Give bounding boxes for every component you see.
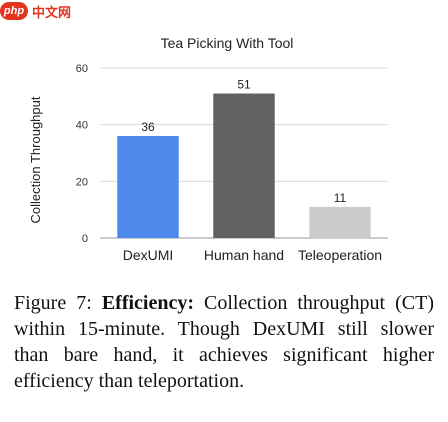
y-tick-label: 60	[76, 63, 88, 75]
x-tick-label: DexUMI	[123, 247, 174, 263]
bar-human-hand	[213, 93, 275, 238]
chart-title: Tea Picking With Tool	[161, 35, 294, 51]
bar-value-label: 51	[237, 78, 251, 92]
php-site-name: 中文网	[32, 5, 72, 21]
y-tick-label: 0	[82, 233, 88, 245]
x-tick-label: Human hand	[204, 247, 284, 263]
bar-value-label: 36	[141, 120, 155, 134]
caption-label: Figure 7:	[14, 292, 92, 314]
bar-chart: Tea Picking With Tool 0 20 40 60 Collection…	[28, 35, 388, 263]
y-axis-label: Collection Throughput	[28, 96, 43, 223]
watermark-logo: php 中文网	[0, 0, 90, 22]
php-logo-badge: php	[0, 2, 28, 20]
x-tick-label: Teleoperation	[298, 247, 382, 263]
bar-dexumi	[117, 136, 179, 238]
y-tick-label: 40	[76, 120, 88, 132]
caption-text: Collection throughput (CT) within 15-min…	[14, 292, 435, 392]
bars	[117, 93, 371, 238]
figure-caption: Figure 7: Efficiency: Collection through…	[14, 290, 434, 394]
caption-bold-term: Efficiency:	[101, 292, 194, 314]
x-axis-ticks: DexUMI Human hand Teleoperation	[123, 247, 382, 263]
bar-value-label: 11	[334, 191, 347, 205]
bar-teleoperation	[309, 206, 371, 238]
y-axis-ticks: 0 20 40 60	[76, 63, 88, 245]
value-labels: 36 51 11	[141, 78, 346, 205]
y-tick-label: 20	[76, 176, 88, 188]
